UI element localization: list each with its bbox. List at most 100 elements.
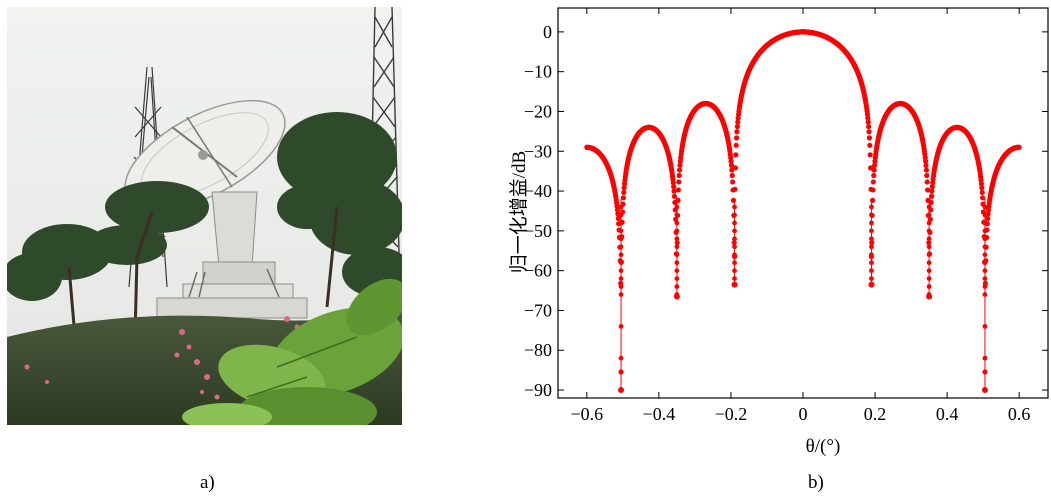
data-point — [730, 179, 736, 185]
null-point — [732, 212, 737, 218]
null-point — [982, 244, 988, 250]
data-point — [730, 197, 737, 203]
plot-frame — [557, 7, 1049, 399]
panel-label-a: a) — [200, 472, 215, 493]
null-point — [869, 204, 874, 210]
null-point — [869, 220, 874, 226]
data-point — [929, 188, 935, 194]
null-point — [674, 212, 680, 218]
x-tick-label: 0.2 — [864, 404, 887, 424]
x-tick-label: −0.4 — [643, 404, 676, 424]
null-point — [674, 276, 680, 282]
telescope-pedestal — [156, 191, 308, 319]
data-point — [734, 123, 740, 130]
y-tick-label: −50 — [524, 221, 552, 241]
data-point — [865, 119, 871, 125]
null-point — [926, 236, 932, 242]
telescope-photo — [7, 7, 402, 425]
null-point — [732, 276, 737, 282]
data-point — [985, 215, 991, 222]
null-point — [869, 252, 874, 258]
null-point — [618, 268, 624, 274]
null-point — [982, 236, 988, 242]
data-point — [871, 172, 877, 179]
null-point — [618, 284, 624, 289]
data-point — [928, 199, 934, 206]
x-axis-label: θ/(°) — [806, 436, 841, 457]
x-tick-label: 0.4 — [936, 404, 959, 424]
null-point — [926, 284, 932, 289]
data-point — [621, 185, 627, 191]
null-point — [618, 252, 624, 258]
data-point — [871, 167, 877, 173]
null-point — [618, 323, 624, 329]
null-point — [732, 220, 737, 226]
data-point — [980, 195, 986, 201]
data-point — [870, 179, 876, 185]
null-point — [732, 268, 737, 274]
null-point — [673, 293, 680, 300]
null-point — [618, 387, 625, 394]
data-point — [614, 207, 621, 213]
data-point — [923, 162, 929, 168]
null-point — [732, 236, 737, 242]
data-point — [677, 162, 683, 168]
null-point — [869, 236, 874, 242]
null-point — [618, 220, 624, 226]
data-point — [869, 197, 876, 203]
null-point — [926, 228, 932, 234]
data-point — [867, 142, 873, 148]
data-point — [979, 185, 985, 191]
null-point — [926, 252, 932, 258]
null-point — [982, 220, 988, 226]
data-point — [928, 193, 935, 199]
data-point — [733, 152, 739, 158]
null-point — [869, 244, 874, 250]
null-point — [618, 212, 624, 218]
null-point — [926, 293, 933, 300]
y-axis-label: 归一化增益/dB — [508, 151, 530, 273]
y-tick-label: −70 — [524, 300, 552, 320]
x-tick-label: −0.2 — [715, 404, 748, 424]
null-point — [618, 276, 624, 282]
data-point — [866, 129, 872, 135]
null-point — [926, 276, 932, 282]
data-point — [978, 181, 985, 187]
data-point — [671, 184, 677, 190]
null-point — [732, 228, 737, 234]
null-point — [982, 204, 988, 210]
null-point — [982, 228, 988, 234]
null-point — [982, 260, 988, 266]
data-point — [865, 115, 871, 121]
y-tick-label: −90 — [524, 380, 552, 400]
null-point — [732, 260, 737, 266]
data-point — [923, 158, 929, 164]
null-point — [982, 212, 988, 218]
data-point — [866, 123, 872, 130]
data-point — [732, 165, 738, 171]
null-point — [869, 276, 874, 282]
null-point — [732, 244, 737, 250]
x-tick-label: 0 — [799, 404, 808, 424]
data-point — [676, 172, 682, 179]
data-point — [670, 180, 676, 186]
panel-label-b: b) — [808, 472, 824, 493]
data-point — [615, 215, 621, 222]
null-point — [674, 268, 680, 274]
null-point — [869, 212, 874, 218]
data-point — [923, 167, 930, 173]
null-point — [926, 204, 932, 210]
null-point — [618, 228, 624, 234]
null-point — [731, 281, 738, 288]
null-point — [982, 276, 988, 282]
pine-trees — [7, 112, 402, 301]
null-point — [981, 387, 988, 394]
null-point — [926, 244, 932, 250]
null-point — [618, 355, 624, 361]
null-point — [674, 204, 680, 210]
null-point — [618, 236, 624, 242]
x-tick-label: 0.6 — [1008, 404, 1031, 424]
null-point — [674, 228, 680, 234]
null-point — [674, 244, 680, 250]
null-point — [674, 252, 680, 258]
